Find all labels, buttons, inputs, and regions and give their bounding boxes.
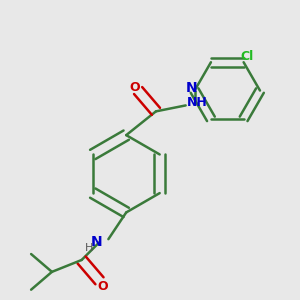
Text: Cl: Cl	[240, 50, 253, 63]
Text: N: N	[91, 235, 102, 249]
Text: N: N	[186, 81, 197, 94]
Text: O: O	[97, 280, 108, 293]
Text: O: O	[130, 81, 140, 94]
Text: NH: NH	[187, 96, 208, 109]
Text: H: H	[85, 243, 94, 253]
